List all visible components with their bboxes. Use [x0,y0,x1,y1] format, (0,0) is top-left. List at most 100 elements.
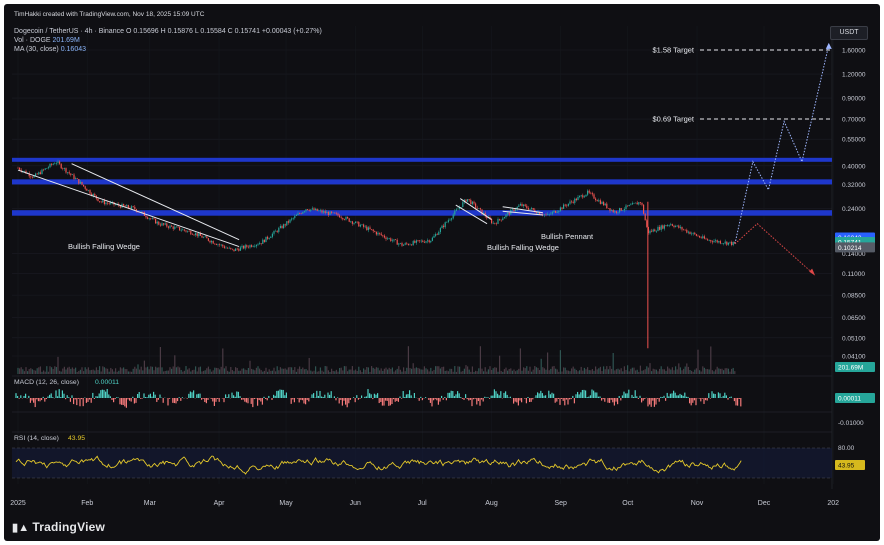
macd-histogram-bar [364,396,366,398]
candle-body [279,225,281,229]
macd-histogram-bar [97,396,99,398]
macd-histogram-bar [285,392,287,398]
volume-bar [219,369,221,374]
macd-histogram-bar [460,397,462,398]
annotation-bullish-pennant: Bullish Pennant [541,232,594,241]
volume-bar [364,369,366,374]
candle-body [259,243,261,245]
volume-bar [347,371,349,374]
volume-bar [622,371,624,374]
volume-bar [631,367,633,374]
candle-body [278,228,280,232]
macd-badge [835,393,875,403]
candle-body [215,244,217,245]
macd-histogram-bar [95,396,97,398]
volume-bar [353,370,355,374]
volume-bar [422,369,424,374]
volume-bar [286,369,288,374]
macd-histogram-bar [77,398,79,399]
candle-body [134,206,136,210]
candle-body [583,196,585,198]
volume-bar [68,366,70,374]
candle-body [641,203,643,205]
macd-histogram-bar [677,395,679,398]
volume-bar [267,371,269,374]
macd-histogram-bar [692,398,694,403]
volume-bar [694,369,696,374]
candle-body [148,218,150,220]
macd-histogram-bar [548,390,550,398]
volume-bar [30,368,32,374]
volume-bar [363,368,365,374]
volume-bar [140,366,142,374]
volume-bar [127,371,129,374]
macd-histogram-bar [711,391,713,398]
candle-body [76,178,78,180]
ma-legend[interactable]: MA (30, close) 0.16043 [14,46,86,53]
volume-bar [52,369,54,374]
candle-body [567,203,569,206]
macd-histogram-bar [101,389,103,398]
volume-bar [545,369,547,374]
candle-body [89,190,91,194]
candle-body [271,233,273,237]
candle-body [159,224,161,226]
volume-bar [247,367,249,374]
macd-histogram-bar [266,398,268,401]
volume-bar [55,367,57,374]
candle-body [62,168,64,169]
candle-body [505,214,507,218]
tradingview-logo[interactable]: ▮▲ TradingView [12,520,105,534]
volume-bar [411,368,413,374]
candle-body [110,202,112,204]
volume-bar [67,367,69,374]
volume-bar [435,366,437,374]
volume-bar [524,368,526,374]
candle-body [625,205,627,210]
volume-value: 201.69M [52,37,80,44]
volume-bar [463,368,465,374]
candle-body [228,247,230,249]
volume-bar [687,366,689,374]
volume-bar [388,367,390,374]
macd-histogram-bar [241,398,243,400]
macd-histogram-bar [540,390,542,398]
macd-histogram-bar [215,398,217,402]
candle-body [161,223,163,226]
volume-bar [655,369,657,374]
candle-body [300,213,302,215]
candle-body [439,228,441,232]
volume-bar [331,368,333,374]
candle-body [151,218,153,219]
macd-histogram-bar [116,397,118,398]
macd-histogram-bar [260,398,262,402]
price-chart[interactable]: MACD (12, 26, close) 0.00011 0.00011 -0.010… [4,4,880,541]
symbol-name[interactable]: Dogecoin / TetherUS · 4h · Binance [14,28,124,35]
volume-bar [65,369,67,374]
candle-body [692,232,694,234]
candle-body [305,209,307,212]
candle-body [484,213,486,217]
macd-histogram-bar [111,398,113,400]
candle-body [646,220,648,227]
macd-histogram-bar [660,396,662,398]
volume-legend[interactable]: Vol · DOGE 201.69M [14,37,80,44]
macd-histogram-bar [41,398,43,401]
volume-bar [406,367,408,374]
macd-histogram-bar [695,398,697,406]
macd-histogram-bar [252,398,254,408]
volume-bar [596,369,598,374]
volume-bar [407,346,409,374]
volume-bar [166,370,168,374]
macd-histogram-bar [647,398,649,407]
currency-badge[interactable]: USDT [830,26,868,40]
volume-bar [164,371,166,374]
volume-bar [500,370,502,374]
volume-bar [668,368,670,374]
macd-histogram-bar [532,398,534,400]
candle-body [543,214,545,216]
macd-histogram-bar [377,393,379,398]
macd-histogram-bar [413,392,415,398]
volume-bar [697,349,699,374]
volume-bar [118,370,120,374]
